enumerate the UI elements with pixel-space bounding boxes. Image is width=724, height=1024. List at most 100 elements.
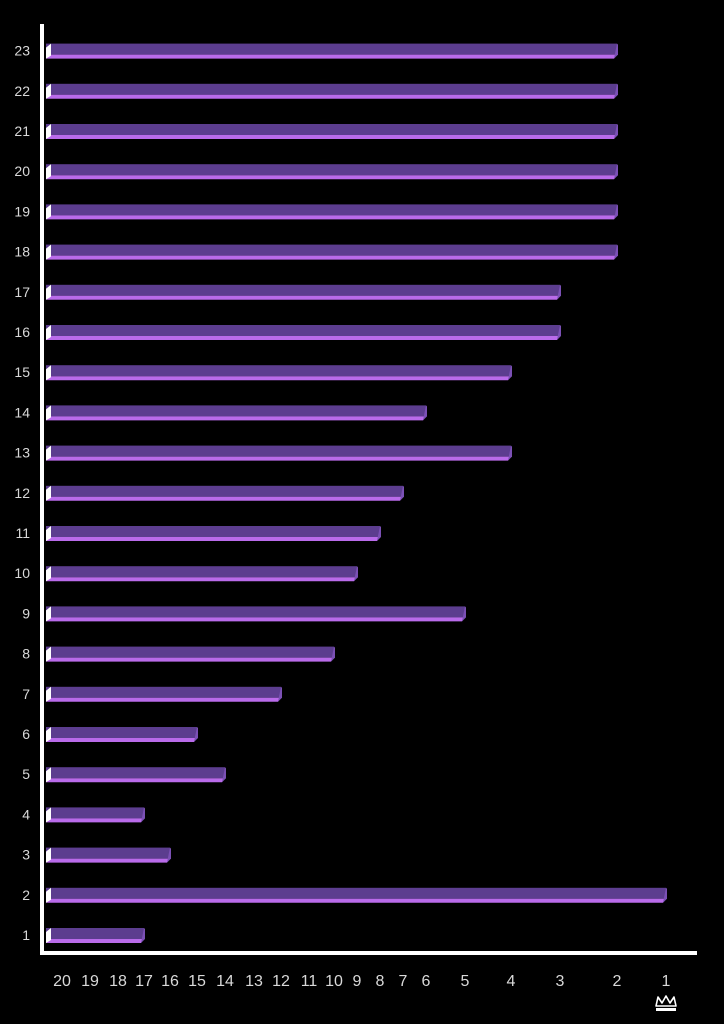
bar-start-cap xyxy=(46,204,51,220)
bar-start-cap xyxy=(46,686,51,702)
bar-body xyxy=(46,606,465,618)
bar-end-face xyxy=(663,887,667,903)
x-tick-label: 9 xyxy=(353,973,362,990)
bar-end-face xyxy=(557,284,561,300)
bar-bottom-face xyxy=(46,295,560,300)
bar-end-face xyxy=(278,686,282,702)
bar xyxy=(46,727,198,742)
x-tick-label: 19 xyxy=(81,973,99,990)
y-tick-label: 20 xyxy=(14,163,30,179)
bar-bottom-face xyxy=(46,94,617,99)
bar-start-cap xyxy=(46,445,51,461)
bar-start-cap xyxy=(46,284,51,300)
bar-body xyxy=(46,164,617,176)
bar-end-face xyxy=(614,164,618,180)
bar-body xyxy=(46,526,380,537)
bar xyxy=(46,83,618,99)
bar xyxy=(46,445,512,461)
bar-end-face xyxy=(331,646,335,662)
bar-bottom-face xyxy=(46,135,617,139)
y-tick-label: 7 xyxy=(22,686,30,702)
bar-bottom-face xyxy=(46,657,334,662)
bar-body xyxy=(46,365,511,377)
bar xyxy=(46,646,335,662)
bar-start-cap xyxy=(46,325,51,340)
bar xyxy=(46,847,171,863)
bar-body xyxy=(46,646,334,658)
bar-end-face xyxy=(400,485,404,501)
y-tick-label: 17 xyxy=(14,284,30,300)
y-tick-label: 21 xyxy=(14,123,30,139)
bar-end-face xyxy=(194,727,198,742)
bar-start-cap xyxy=(46,244,51,260)
y-tick-label: 11 xyxy=(15,525,30,541)
bar-bottom-face xyxy=(46,255,617,260)
bar-start-cap xyxy=(46,83,51,99)
bar-body xyxy=(46,887,666,899)
bars-group xyxy=(46,43,667,943)
bar-body xyxy=(46,43,617,55)
bar-end-face xyxy=(354,566,358,582)
bar xyxy=(46,164,618,180)
bar-body xyxy=(46,325,560,336)
bar-end-face xyxy=(614,204,618,220)
bar xyxy=(46,204,618,220)
bar-body xyxy=(46,847,170,859)
bar-start-cap xyxy=(46,164,51,180)
bar xyxy=(46,485,404,501)
bar-end-face xyxy=(462,606,466,622)
y-tick-label: 10 xyxy=(14,565,30,581)
bar xyxy=(46,887,667,903)
bar-end-face xyxy=(222,767,226,783)
bar-start-cap xyxy=(46,887,51,903)
bar-end-face xyxy=(377,526,381,541)
y-tick-label: 23 xyxy=(14,43,30,59)
bar-bottom-face xyxy=(46,818,144,823)
bar xyxy=(46,365,512,381)
bar-start-cap xyxy=(46,365,51,381)
bar-body xyxy=(46,807,144,819)
y-tick-label: 1 xyxy=(22,927,30,943)
x-tick-label: 18 xyxy=(109,973,127,990)
x-tick-label: 13 xyxy=(245,973,263,990)
bar-body xyxy=(46,767,225,779)
bar-bottom-face xyxy=(46,738,197,742)
bar xyxy=(46,244,618,260)
bar xyxy=(46,807,145,823)
bar-bottom-face xyxy=(46,577,357,582)
bar-body xyxy=(46,566,357,578)
x-tick-label: 16 xyxy=(161,973,179,990)
bar-body xyxy=(46,124,617,135)
bar-start-cap xyxy=(46,485,51,501)
bar xyxy=(46,526,381,541)
bar-bottom-face xyxy=(46,456,511,461)
y-tick-label: 14 xyxy=(14,404,30,420)
bar-start-cap xyxy=(46,405,51,421)
x-tick-label: 12 xyxy=(272,973,290,990)
x-tick-label: 15 xyxy=(188,973,206,990)
bar-bottom-face xyxy=(46,215,617,220)
y-tick-label: 9 xyxy=(22,605,30,621)
bar-bottom-face xyxy=(46,898,666,903)
bar-end-face xyxy=(614,124,618,139)
bar xyxy=(46,767,226,783)
bar-bottom-face xyxy=(46,939,144,943)
bar-body xyxy=(46,204,617,216)
bar xyxy=(46,124,618,139)
x-tick-label: 8 xyxy=(376,973,385,990)
bar-bottom-face xyxy=(46,778,225,783)
bar xyxy=(46,405,427,421)
y-tick-label: 5 xyxy=(22,766,30,782)
x-tick-label: 14 xyxy=(216,973,234,990)
bar-body xyxy=(46,83,617,95)
bar-start-cap xyxy=(46,43,51,59)
bar xyxy=(46,43,618,59)
bar-start-cap xyxy=(46,928,51,943)
bar-end-face xyxy=(141,928,145,943)
bar xyxy=(46,284,561,300)
bar xyxy=(46,566,358,582)
bar-bottom-face xyxy=(46,858,170,863)
bar-end-face xyxy=(508,445,512,461)
y-tick-label: 12 xyxy=(14,485,30,501)
